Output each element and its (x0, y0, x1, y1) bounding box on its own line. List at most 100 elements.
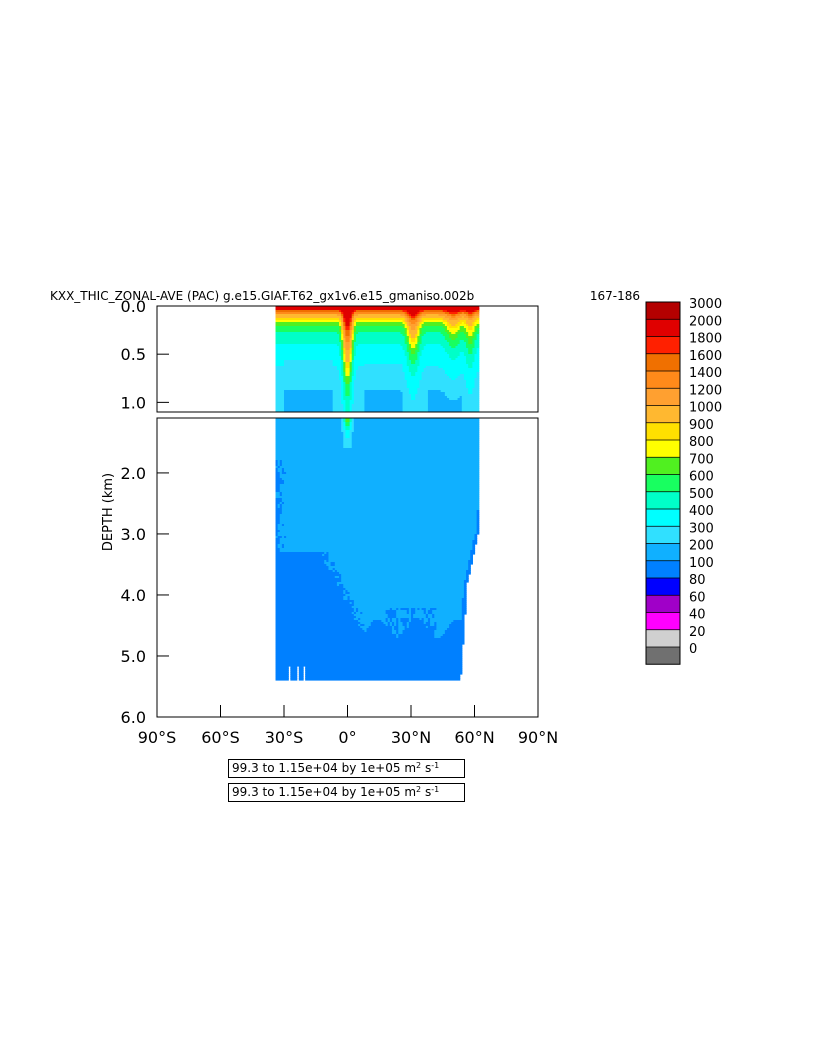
field-cell (343, 438, 353, 441)
field-cell (461, 602, 467, 605)
field-cell (349, 406, 353, 409)
field-cell (427, 402, 463, 405)
field-cell (277, 524, 283, 527)
field-cell (339, 338, 342, 341)
field-cell (419, 324, 423, 327)
x-tick-label: 90°N (518, 728, 558, 747)
field-cell (404, 318, 408, 321)
field-cell (415, 362, 421, 365)
field-cell (370, 624, 387, 627)
field-cell (351, 378, 357, 381)
colorbar-swatch (646, 440, 680, 458)
field-cell (349, 430, 355, 433)
field-cell (353, 354, 357, 357)
field-cell (275, 328, 340, 331)
field-cell (345, 360, 351, 363)
field-cell (408, 368, 418, 371)
field-cell (396, 622, 399, 625)
field-cell (275, 534, 279, 537)
field-cell (411, 350, 416, 353)
field-cell (463, 354, 476, 357)
field-cell (353, 430, 480, 433)
field-cell (411, 336, 416, 339)
field-cell (446, 322, 450, 325)
field-cell (417, 342, 423, 345)
field-cell (284, 404, 334, 407)
field-cell (277, 528, 478, 531)
field-cell (423, 618, 429, 621)
field-cell (468, 366, 473, 369)
field-cell (345, 380, 351, 383)
field-cell (341, 366, 344, 369)
field-cell (341, 360, 344, 363)
field-cell (275, 546, 279, 549)
field-cell (324, 554, 330, 557)
field-cell (463, 326, 469, 329)
field-cell (423, 326, 444, 329)
field-cell (408, 352, 412, 355)
field-cell (341, 418, 344, 421)
field-cell (341, 424, 344, 427)
field-cell (351, 372, 355, 375)
field-cell (275, 454, 480, 457)
field-cell (343, 376, 346, 379)
field-cell (364, 394, 404, 397)
field-cell (336, 344, 342, 347)
field-cell (345, 384, 351, 387)
field-cell (351, 318, 355, 321)
field-cell (343, 370, 346, 373)
field-cell (339, 348, 342, 351)
field-cell (402, 400, 429, 403)
field-cell (383, 622, 389, 625)
field-cell (381, 620, 387, 623)
field-cell (415, 374, 423, 377)
field-cell (428, 414, 462, 417)
units-s: s (424, 761, 432, 775)
field-cell (275, 548, 281, 551)
field-cell (345, 400, 351, 403)
field-cell (468, 348, 473, 351)
field-cell (427, 398, 450, 401)
field-cell (459, 328, 467, 331)
range-label-2: 99.3 to 1.15e+04 by 1e+05 m2 s-1 (228, 783, 465, 802)
field-cell (275, 568, 330, 571)
field-cell (343, 322, 346, 325)
field-cell (474, 346, 480, 349)
units-s: s (424, 785, 432, 799)
field-cell (408, 618, 412, 621)
field-cell (279, 550, 471, 553)
field-cell (402, 632, 435, 635)
field-cell (275, 306, 480, 309)
field-cell (275, 636, 397, 639)
field-cell (345, 404, 351, 407)
field-cell (396, 612, 408, 615)
field-cell (341, 370, 344, 373)
field-cell (279, 466, 480, 469)
field-cell (277, 462, 281, 465)
field-cell (275, 520, 281, 523)
field-cell (476, 324, 480, 327)
field-cell (353, 368, 359, 371)
field-cell (341, 350, 344, 353)
field-cell (277, 460, 281, 463)
field-cell (408, 322, 412, 325)
field-cell (463, 352, 469, 355)
field-cell (385, 612, 397, 615)
field-cell (275, 542, 281, 545)
field-cell (275, 602, 351, 605)
field-cell (468, 566, 471, 569)
field-cell (468, 340, 473, 343)
field-cell (474, 342, 480, 345)
field-cell (328, 566, 469, 569)
field-cell (355, 616, 389, 619)
field-cell (351, 362, 355, 365)
field-cell (343, 446, 353, 449)
field-cell (419, 384, 467, 387)
field-cell (457, 376, 465, 379)
field-cell (345, 590, 349, 593)
field-cell (284, 398, 334, 401)
field-cell (353, 342, 406, 345)
field-cell (408, 340, 412, 343)
field-cell (415, 350, 421, 353)
field-cell (406, 324, 410, 327)
